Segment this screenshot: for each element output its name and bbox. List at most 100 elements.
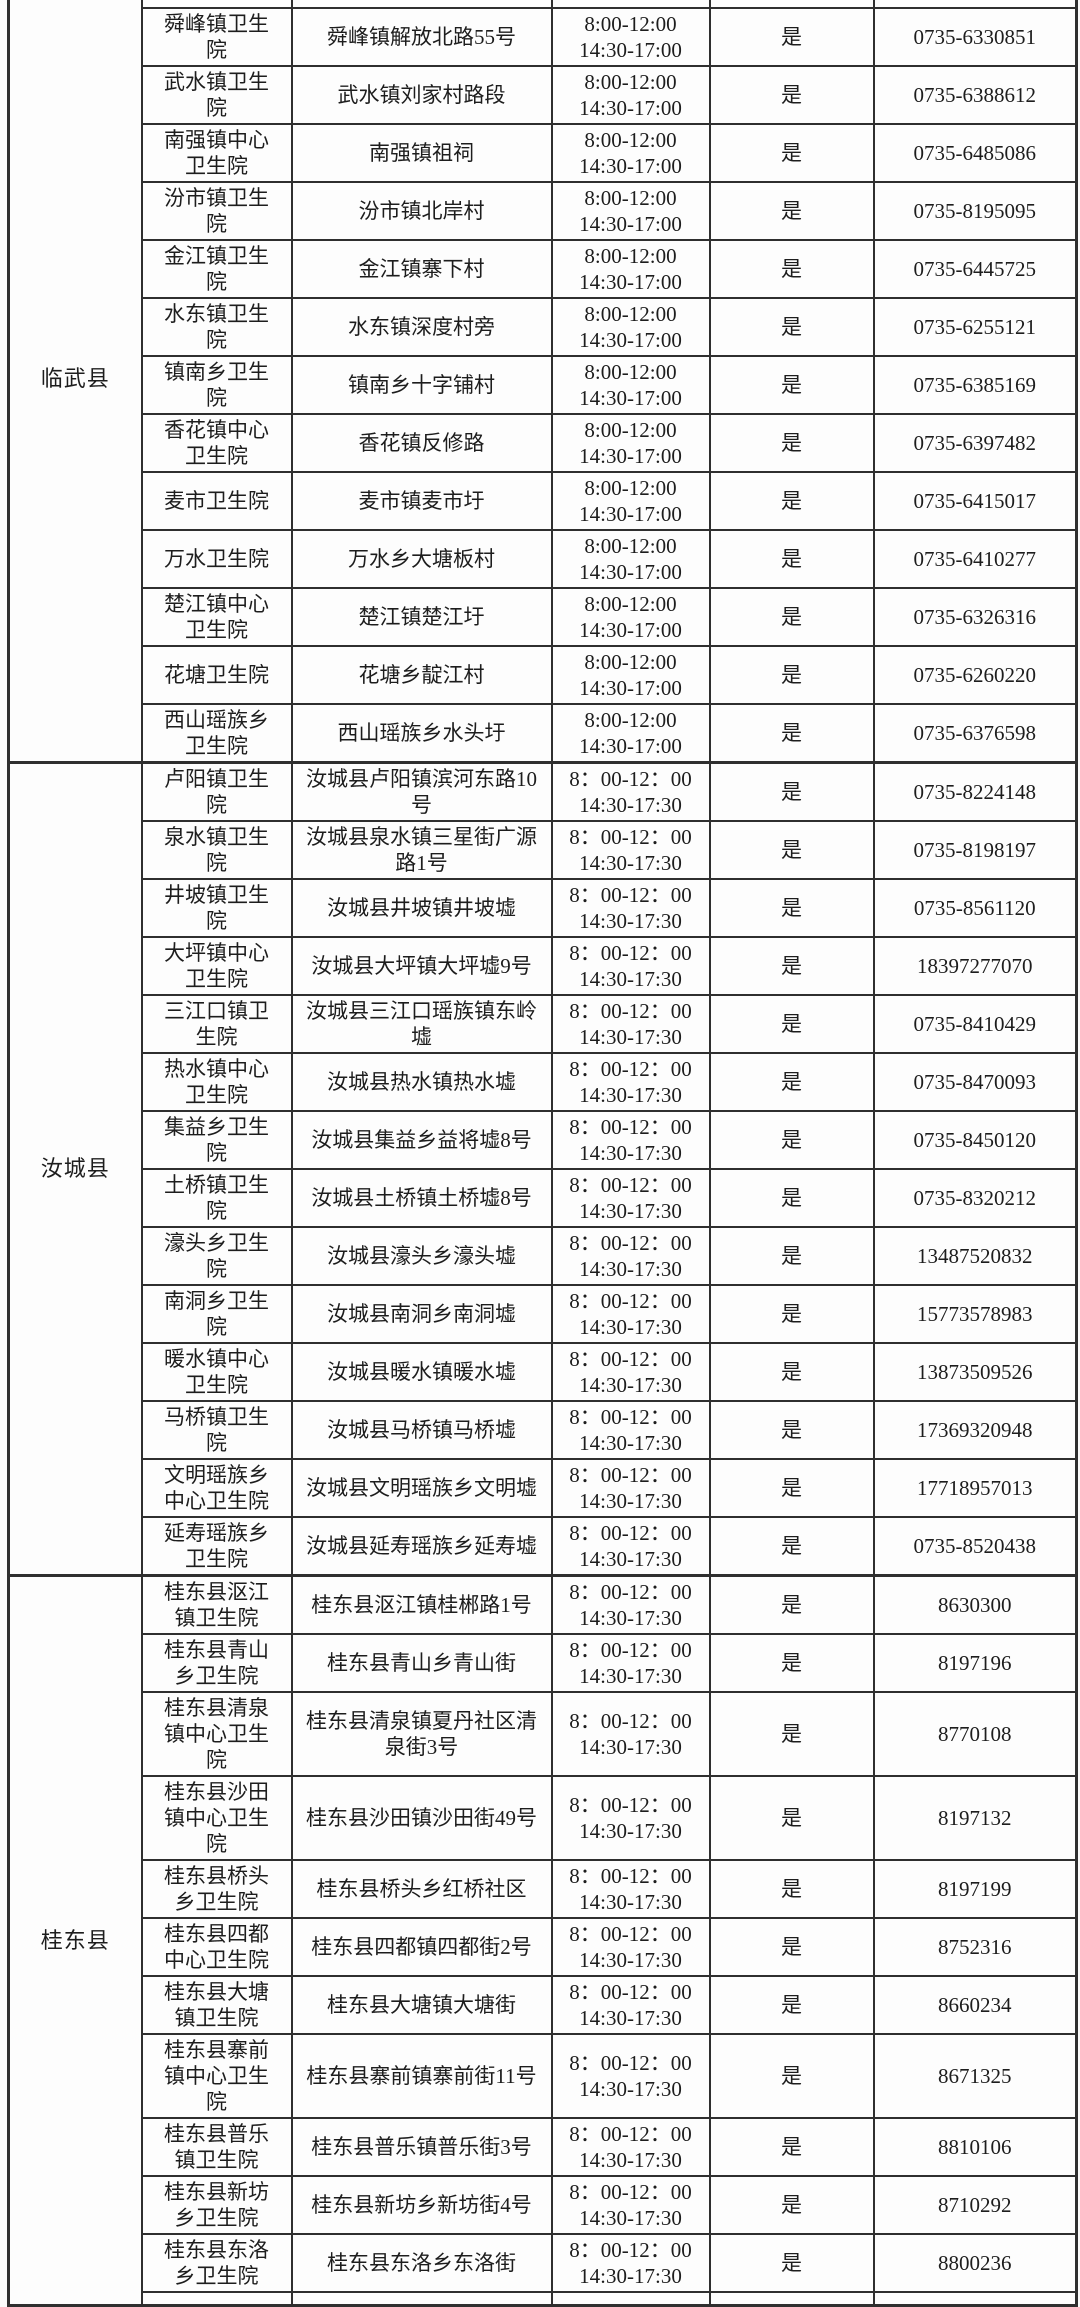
phone-cell: 17718957013 [872,1458,1078,1518]
hours-line: 14:30-17:00 [579,444,682,468]
phone-cell: 8660234 [872,1975,1078,2035]
designated-cell: 是 [708,2033,875,2119]
designated-cell: 是 [708,239,875,299]
table-row: 桂东县桥头乡卫生院 桂东县桥头乡红桥社区 8：00-12：00 14:30-17:30… [9,1859,1078,1919]
table-row: 桂东县寨前镇中心卫生院 桂东县寨前镇寨前街11号 8：00-12：00 14:30-1… [9,2033,1078,2119]
address-cell: 汝城县卢阳镇滨河东路10号 [290,761,553,822]
phone-cell: 8671325 [872,2033,1078,2119]
address-cell: 汝城县大坪镇大坪墟9号 [290,936,553,996]
table-row: 桂东县清泉镇中心卫生院 桂东县清泉镇夏丹社区清泉街3号 8：00-12：00 14:3… [9,1691,1078,1777]
phone-cell: 0735-6388612 [872,65,1078,125]
phone-cell: 8800236 [872,2233,1078,2293]
phone-cell: 18397277070 [872,936,1078,996]
phone-cell: 0735-6260220 [872,645,1078,705]
table-row: 麦市卫生院 麦市镇麦市圩 8:00-12:00 14:30-17:00 是 0735-64… [9,471,1078,531]
phone-cell: 0735-8561120 [872,878,1078,938]
table-row: 桂东县青山乡卫生院 桂东县青山乡青山街 8：00-12：00 14:30-17:30 是… [9,1633,1078,1693]
service-hours-cell: 8:00-12:00 14:30-17:00 [550,239,711,299]
hours-line: 14:30-17:30 [579,1489,682,1513]
county-label: 桂东县 [40,1927,110,1953]
service-hours-cell: 8:00-12:00 14:30-17:00 [550,703,711,764]
designated-cell: 是 [708,1917,875,1977]
table-row: 桂东县东洛乡卫生院 桂东县东洛乡东洛街 8：00-12：00 14:30-17:30 是… [9,2233,1078,2293]
table-row: 武水镇卫生院 武水镇刘家村路段 8:00-12:00 14:30-17:00 是 0735… [9,65,1078,125]
service-hours-cell: 8：00-12：00 14:30-17:30 [550,1516,711,1577]
service-hours-cell: 8：00-12：00 14:30-17:30 [550,1458,711,1518]
hours-line: 8:00-12:00 [584,360,677,384]
service-hours-cell: 8:00-12:00 14:30-17:00 [550,181,711,241]
county-label: 汝城县 [40,1156,110,1181]
hours-line: 14:30-17:00 [579,38,682,62]
phone-cell: 0735-8224148 [872,761,1078,822]
hours-line: 14:30-17:30 [579,851,682,875]
designated-cell: 是 [708,355,875,415]
table-row: 土桥镇卫生院 汝城县土桥镇土桥墟8号 8：00-12：00 14:30-17:30 是 0… [9,1168,1078,1228]
hours-line: 8：00-12：00 [569,1709,692,1733]
service-hours-cell: 8：00-12：00 14:30-17:30 [550,878,711,938]
designated-cell: 是 [708,1284,875,1344]
designated-cell: 是 [708,703,875,764]
phone-cell: 0735-6415017 [872,471,1078,531]
hours-line: 14:30-17:30 [579,967,682,991]
table-row: 镇南乡卫生院 镇南乡十字铺村 8:00-12:00 14:30-17:00 是 0735-… [9,355,1078,415]
hours-line: 8:00-12:00 [584,534,677,558]
county-cell: 汝城县 [7,761,143,1577]
table-row: 大坪镇中心卫生院 汝城县大坪镇大坪墟9号 8：00-12：00 14:30-17:30… [9,936,1078,996]
phone-cell: 0735-6385169 [872,355,1078,415]
table-row: 井坡镇卫生院 汝城县井坡镇井坡墟 8：00-12：00 14:30-17:30 是 073… [9,878,1078,938]
service-hours-cell: 8：00-12：00 14:30-17:30 [550,2175,711,2235]
hours-line: 8：00-12：00 [569,1231,692,1255]
designated-cell: 是 [708,7,875,67]
table-row: 南洞乡卫生院 汝城县南洞乡南洞墟 8：00-12：00 14:30-17:30 是 157… [9,1284,1078,1344]
clinic-name-cell: 汾市镇卫生院 [140,181,293,241]
hours-line: 8：00-12：00 [569,2122,692,2146]
hours-line: 8:00-12:00 [584,186,677,210]
designated-cell: 是 [708,65,875,125]
phone-cell: 0735-6485086 [872,123,1078,183]
hours-line: 14:30-17:00 [579,270,682,294]
clinic-name-cell: 暖水镇中心卫生院 [140,1342,293,1402]
hours-line: 14:30-17:30 [579,1083,682,1107]
table-row: 集益乡卫生院 汝城县集益乡益将墟8号 8：00-12：00 14:30-17:30 是 0… [9,1110,1078,1170]
table-row: 桂东县普乐镇卫生院 桂东县普乐镇普乐街3号 8：00-12：00 14:30-17:3… [9,2117,1078,2177]
phone-cell: 8752316 [872,1917,1078,1977]
address-cell: 麦市镇麦市圩 [290,471,553,531]
service-hours-cell: 8:00-12:00 14:30-17:00 [550,65,711,125]
partial-clipped-row: 临武县 [7,0,1078,764]
service-hours-cell: 8:00-12:00 14:30-17:00 [550,355,711,415]
hours-line: 14:30-17:30 [579,1373,682,1397]
phone-cell: 8197132 [872,1775,1078,1861]
hours-line: 14:30-17:00 [579,96,682,120]
phone-cell: 0735-8198197 [872,820,1078,880]
clipped-cell [290,2291,553,2307]
phone-cell: 0735-6330851 [872,7,1078,67]
service-hours-cell: 8：00-12：00 14:30-17:30 [550,1110,711,1170]
hours-line: 8:00-12:00 [584,12,677,36]
service-hours-cell: 8：00-12：00 14:30-17:30 [550,1859,711,1919]
phone-cell: 0735-8410429 [872,994,1078,1054]
hours-line: 14:30-17:30 [579,1025,682,1049]
clipped-cell [708,0,875,9]
service-hours-cell: 8:00-12:00 14:30-17:00 [550,587,711,647]
address-cell: 桂东县桥头乡红桥社区 [290,1859,553,1919]
phone-cell: 8810106 [872,2117,1078,2177]
table-row: 汝城县 卢阳镇卫生院 汝城县卢阳镇滨河东路10号 8：00-12：00 14:30-17… [7,761,1078,1577]
service-hours-cell: 8：00-12：00 14:30-17:30 [550,1975,711,2035]
service-hours-cell: 8：00-12：00 14:30-17:30 [550,761,711,822]
address-cell: 水东镇深度村旁 [290,297,553,357]
address-cell: 汝城县延寿瑶族乡延寿墟 [290,1516,553,1577]
clinic-name-cell: 桂东县清泉镇中心卫生院 [140,1691,293,1777]
address-cell: 镇南乡十字铺村 [290,355,553,415]
address-cell: 桂东县普乐镇普乐街3号 [290,2117,553,2177]
phone-cell: 8197199 [872,1859,1078,1919]
service-hours-cell: 8:00-12:00 14:30-17:00 [550,529,711,589]
clinic-name-cell: 桂东县四都中心卫生院 [140,1917,293,1977]
hours-line: 8:00-12:00 [584,70,677,94]
clinic-table: 临武县 舜峰镇卫生院 舜峰镇解放北路55号 8:00-12:00 14:30-17:00… [7,0,1078,2307]
clinic-name-cell: 三江口镇卫生院 [140,994,293,1054]
address-cell: 桂东县寨前镇寨前街11号 [290,2033,553,2119]
phone-cell: 0735-8520438 [872,1516,1078,1577]
hours-line: 14:30-17:00 [579,328,682,352]
designated-cell: 是 [708,1168,875,1228]
phone-cell: 0735-8450120 [872,1110,1078,1170]
